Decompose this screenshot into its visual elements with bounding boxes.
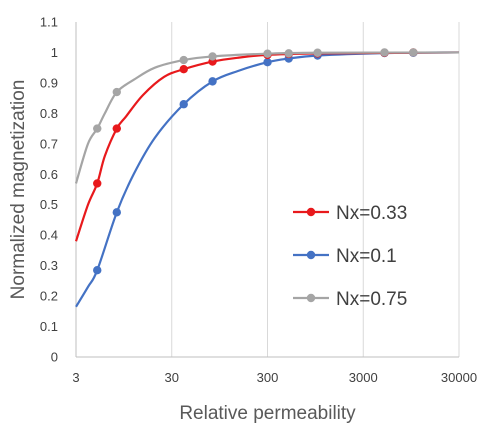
data-point <box>284 49 293 58</box>
x-tick-label: 30 <box>165 370 179 385</box>
y-tick-label: 0.8 <box>40 106 58 121</box>
legend-label: Nx=0.33 <box>336 203 407 224</box>
data-point <box>208 77 217 86</box>
data-point <box>263 49 272 58</box>
x-tick-label: 3 <box>72 370 79 385</box>
data-point <box>313 48 322 57</box>
x-tick-label: 300 <box>257 370 279 385</box>
data-point <box>409 48 418 57</box>
y-tick-label: 1.1 <box>40 15 58 30</box>
y-tick-label: 0 <box>51 350 58 365</box>
legend-entry: Nx=0.33 <box>293 203 407 224</box>
legend-label: Nx=0.1 <box>336 246 397 267</box>
y-tick-label: 0.6 <box>40 167 58 182</box>
data-point <box>112 208 121 217</box>
data-point <box>263 58 272 67</box>
y-tick-label: 0.2 <box>40 289 58 304</box>
tick-labels: 3 30 300 3000 30000 0 0.1 0.2 0.3 0.4 0.5 0.6 0.7 0.8… <box>40 15 477 386</box>
legend-label: Nx=0.75 <box>336 289 407 310</box>
axes <box>75 22 459 358</box>
legend-marker <box>306 293 316 303</box>
y-axis-title: Normalized magnetization <box>8 80 29 300</box>
y-tick-label: 0.4 <box>40 228 58 243</box>
x-axis-title: Relative permeability <box>179 403 356 424</box>
y-tick-label: 0.9 <box>40 75 58 90</box>
y-tick-label: 0.1 <box>40 319 58 334</box>
x-tick-label: 30000 <box>441 370 477 385</box>
data-point <box>179 65 188 74</box>
legend: Nx=0.33 Nx=0.1 Nx=0.75 <box>293 203 407 310</box>
data-point <box>93 179 102 188</box>
data-point <box>93 266 102 275</box>
data-point <box>93 124 102 133</box>
y-tick-label: 0.3 <box>40 258 58 273</box>
y-tick-label: 0.5 <box>40 197 58 212</box>
series-nx-0-75 <box>74 48 460 184</box>
data-point <box>112 124 121 133</box>
legend-entry: Nx=0.75 <box>293 289 407 310</box>
data-point <box>112 87 121 97</box>
data-point <box>179 100 188 109</box>
legend-marker <box>306 250 316 260</box>
y-tick-label: 0.7 <box>40 136 58 151</box>
data-point <box>380 48 389 57</box>
data-point <box>179 55 188 65</box>
data-point <box>208 52 217 61</box>
legend-entry: Nx=0.1 <box>293 246 397 267</box>
x-tick-label: 3000 <box>349 370 378 385</box>
legend-marker <box>306 207 316 217</box>
y-tick-label: 1 <box>51 45 58 60</box>
data-series <box>74 48 460 308</box>
